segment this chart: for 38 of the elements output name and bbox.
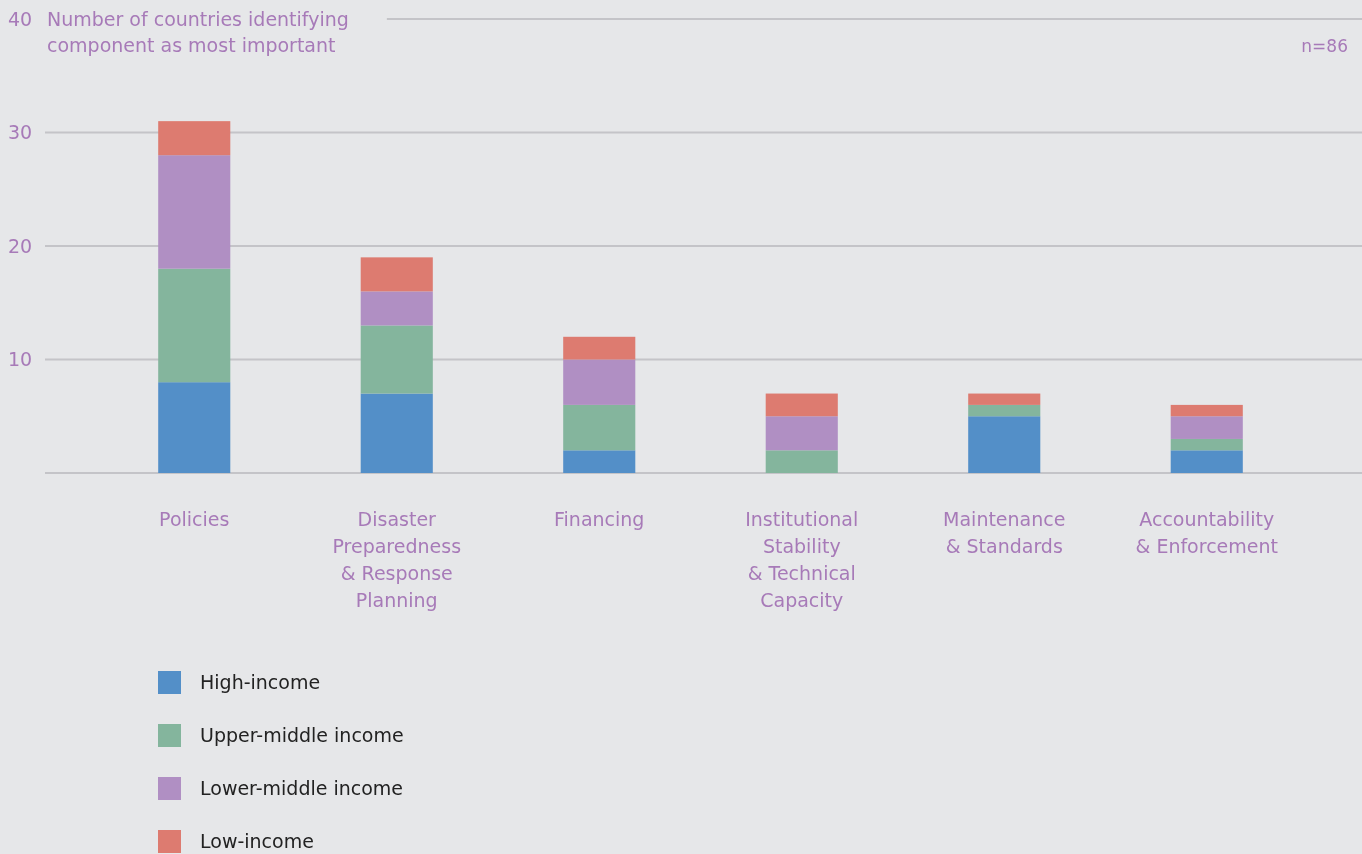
y-tick-label: 20 xyxy=(7,234,33,257)
bar xyxy=(158,268,231,383)
x-tick-label: Financing xyxy=(554,508,645,530)
x-tick-label: Policies xyxy=(159,508,230,530)
bar xyxy=(1170,450,1243,473)
bar xyxy=(360,393,433,473)
legend-label: Lower-middle income xyxy=(200,776,404,799)
bar xyxy=(1170,416,1243,439)
x-tick-label: Disaster Preparedness & Response Planning xyxy=(332,508,462,611)
legend-label: Low-income xyxy=(200,829,314,852)
bar xyxy=(1170,438,1243,451)
bar xyxy=(158,382,231,473)
bar xyxy=(360,325,433,394)
bar xyxy=(158,155,231,269)
bar xyxy=(563,450,636,473)
bar xyxy=(563,359,636,405)
bar xyxy=(563,404,636,451)
annotation: n=86 xyxy=(1301,36,1348,56)
bar xyxy=(765,450,838,473)
x-tick-label: Institutional Stability & Technical Capacity xyxy=(745,508,859,611)
bar xyxy=(765,416,838,451)
bar xyxy=(968,393,1041,405)
bar xyxy=(1170,404,1243,417)
bar xyxy=(765,393,838,417)
bar xyxy=(360,257,433,292)
x-tick-label: Maintenance & Standards xyxy=(943,508,1066,557)
legend-label: Upper-middle income xyxy=(200,723,404,746)
y-axis-title: Number of countries identifying component as most important xyxy=(47,7,349,56)
bar xyxy=(563,336,636,360)
bar xyxy=(158,121,231,156)
bar xyxy=(968,404,1041,417)
bar xyxy=(360,291,433,326)
y-tick-label: 10 xyxy=(7,348,33,371)
y-tick-label: 30 xyxy=(7,121,33,144)
x-tick-label: Accountability & Enforcement xyxy=(1135,508,1278,557)
legend-label: High-income xyxy=(200,670,321,693)
y-tick-label: 40 xyxy=(7,7,33,30)
bar xyxy=(968,416,1041,473)
